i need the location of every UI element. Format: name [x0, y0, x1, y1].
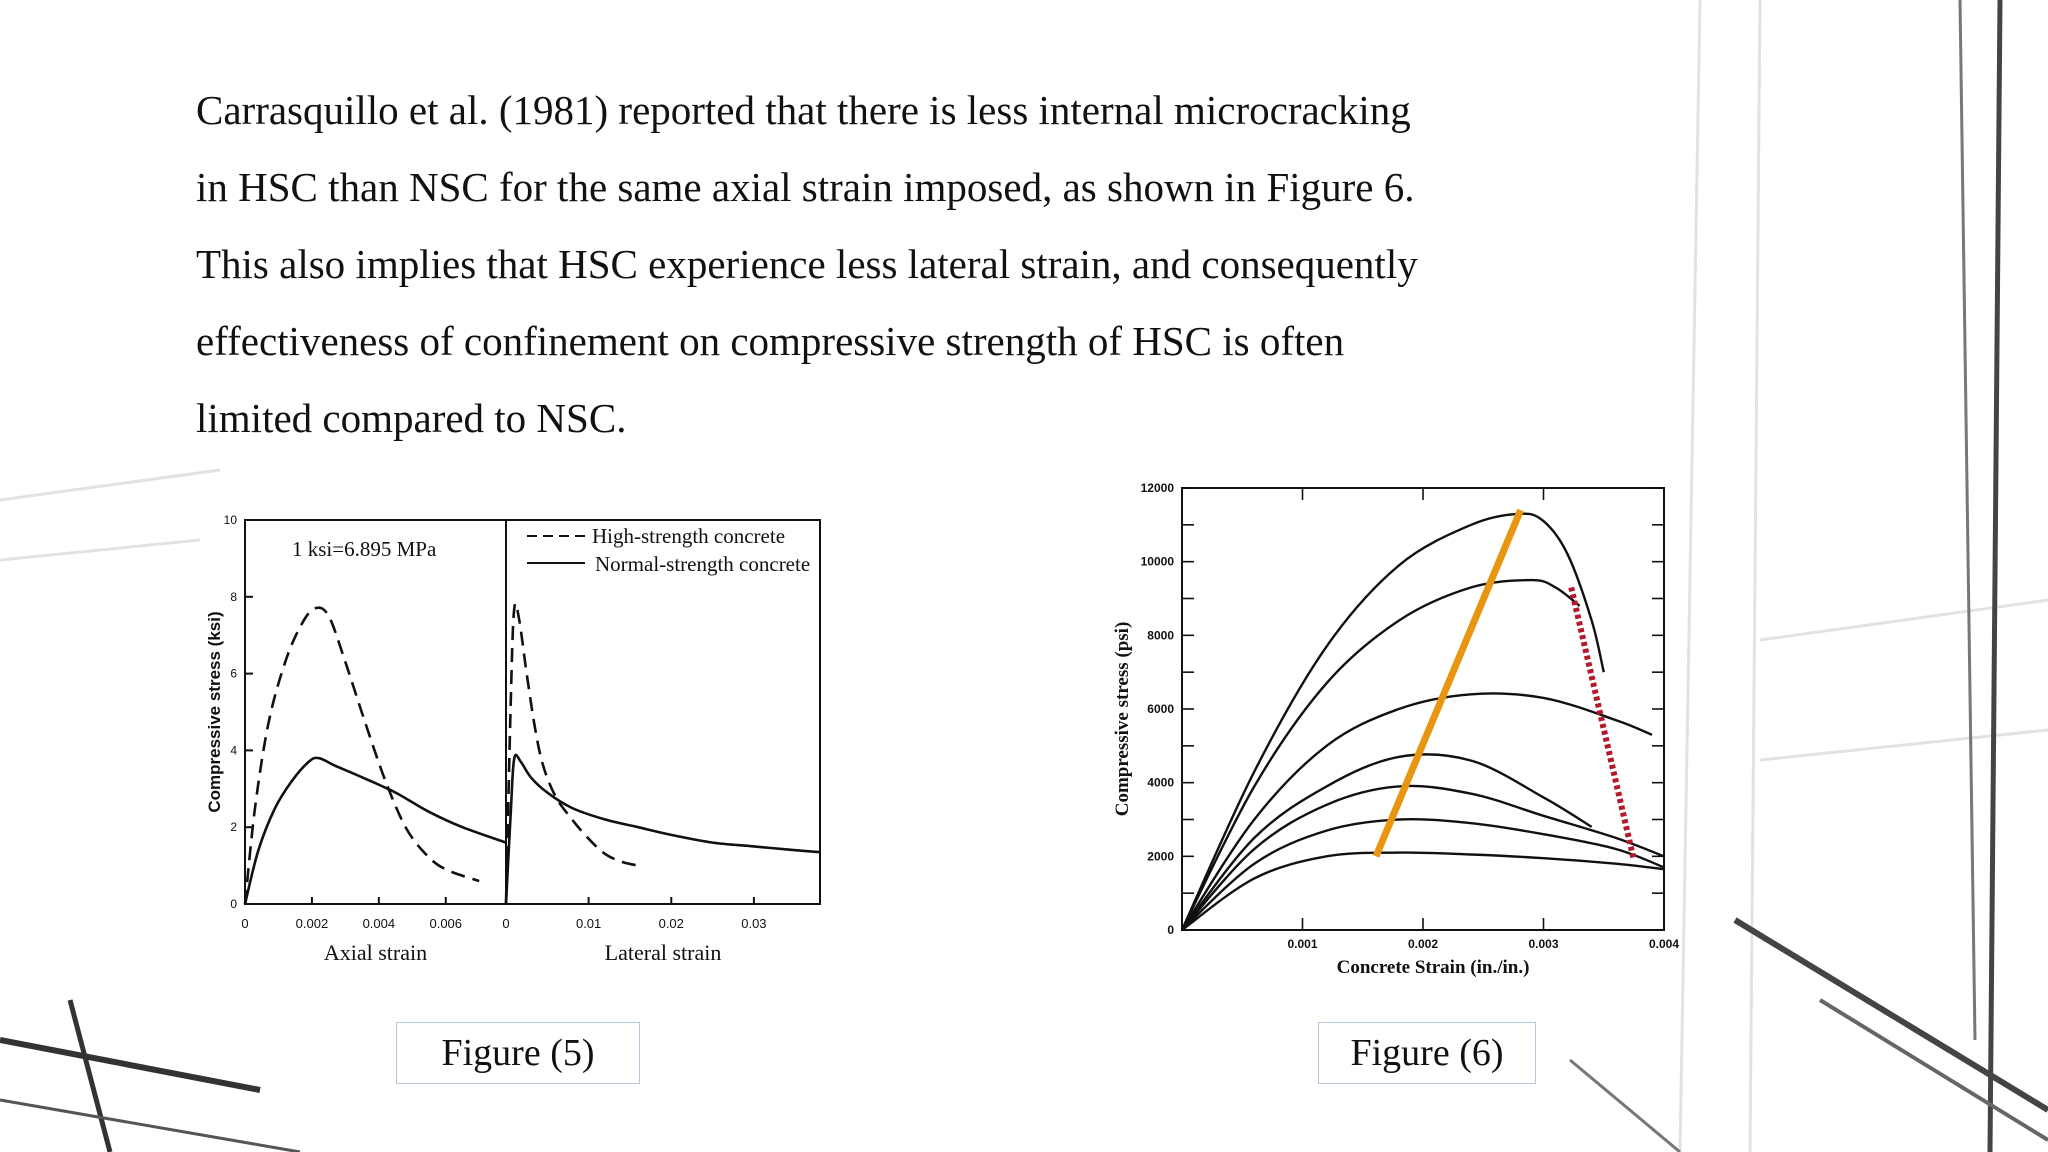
plot-frame — [244, 519, 821, 905]
y-tick-label: 8 — [230, 590, 237, 604]
y-tick-label: 6000 — [1147, 702, 1174, 716]
stress-strain-curve — [1180, 692, 1653, 931]
paragraph-line: limited compared to NSC. — [196, 395, 627, 441]
y-tick-label: 6 — [230, 667, 237, 681]
y-tick-label: 0 — [1167, 923, 1174, 937]
x-tick-label: 0.004 — [363, 916, 396, 931]
x-tick-label: 0.02 — [659, 916, 684, 931]
stress-strain-curve — [1181, 851, 1665, 931]
hsc-curve — [243, 606, 480, 905]
figure-6-caption: Figure (6) — [1318, 1022, 1536, 1084]
x-tick-label: 0.004 — [1649, 937, 1679, 951]
x-tick-label: 0.002 — [1408, 937, 1438, 951]
x-tick-label: 0.03 — [741, 916, 766, 931]
x-axis-label: Concrete Strain (in./in.) — [1337, 957, 1530, 978]
stress-strain-curve — [1180, 578, 1581, 931]
y-tick-label: 4 — [230, 743, 237, 757]
x-tick-label: 0.006 — [429, 916, 462, 931]
y-tick-label: 2 — [230, 820, 237, 834]
x-tick-label: 0.002 — [296, 916, 329, 931]
x-axis-label: Lateral strain — [605, 940, 722, 965]
x-tick-label: 0 — [502, 916, 509, 931]
paragraph-line: Carrasquillo et al. (1981) reported that… — [196, 87, 1411, 133]
unit-note: 1 ksi=6.895 MPa — [292, 537, 437, 561]
y-tick-label: 8000 — [1147, 628, 1174, 642]
figure-5-chart: 0 2 4 6 8 10 Compressive stress (ksi) 0 0.002 0.0… — [205, 513, 821, 965]
stress-strain-curve — [1181, 817, 1665, 931]
y-tick-label: 10 — [224, 513, 238, 527]
red-dotted-annotation-line — [1568, 586, 1637, 861]
y-tick-label: 0 — [230, 897, 237, 911]
stress-strain-curve — [1180, 512, 1605, 931]
legend-label-nsc: Normal-strength concrete — [595, 552, 810, 576]
figure-6-chart: 0 2000 4000 6000 8000 10000 12000 0.001 0.002 0.0… — [1112, 481, 1679, 978]
figure-5-caption: Figure (5) — [396, 1022, 640, 1084]
paragraph-line: effectiveness of confinement on compress… — [196, 318, 1345, 364]
stress-strain-curve — [1181, 784, 1665, 931]
orange-annotation-line — [1372, 508, 1524, 858]
x-tick-label: 0.01 — [576, 916, 601, 931]
x-axis-label: Axial strain — [324, 940, 427, 965]
y-tick-label: 10000 — [1141, 555, 1175, 569]
body-paragraph: Carrasquillo et al. (1981) reported that… — [196, 72, 1616, 457]
x-tick-label: 0.003 — [1528, 937, 1558, 951]
x-tick-label: 0 — [241, 916, 248, 931]
y-tick-label: 4000 — [1147, 776, 1174, 790]
paragraph-line: This also implies that HSC experience le… — [196, 241, 1418, 287]
y-axis-label: Compressive stress (psi) — [1112, 622, 1133, 817]
stress-strain-curve — [1181, 753, 1593, 931]
hsc-curve — [504, 602, 639, 905]
y-axis-label: Compressive stress (ksi) — [205, 611, 224, 812]
legend-label-hsc: High-strength concrete — [592, 524, 785, 548]
y-tick-label: 2000 — [1147, 849, 1174, 863]
nsc-curve — [504, 753, 821, 905]
x-tick-label: 0.001 — [1287, 937, 1317, 951]
paragraph-line: in HSC than NSC for the same axial strai… — [196, 164, 1415, 210]
nsc-curve — [243, 756, 507, 905]
y-tick-label: 12000 — [1141, 481, 1175, 495]
